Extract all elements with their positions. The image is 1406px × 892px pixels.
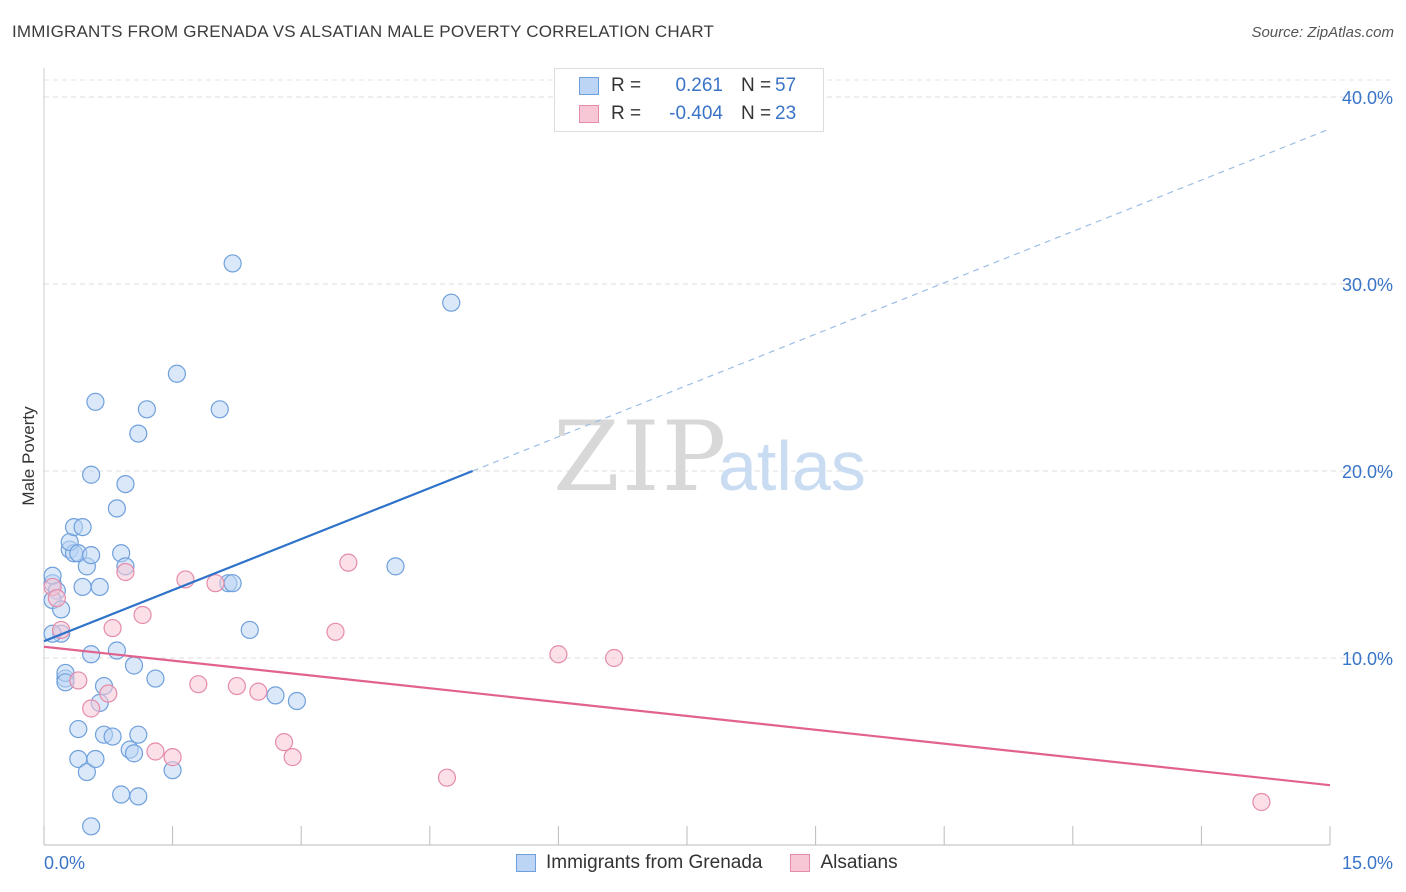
chart-source: Source: ZipAtlas.com [1251,24,1394,41]
n-label: N = [741,75,772,96]
y-tick-label: 10.0% [1342,649,1393,669]
point-alsatians [1252,792,1271,812]
x-tick-label-max: 15.0% [1342,853,1393,873]
point-grenada [103,727,122,746]
point-alsatians [274,733,294,752]
point-alsatians [69,671,88,690]
r-value: -0.404 [669,103,723,124]
point-grenada [137,400,156,419]
stats-row-grenada: R = 0.261 N = 57 [579,73,796,99]
axis-labels: 10.0% 20.0% 30.0% 40.0% 0.0% 15.0% Male Povert… [19,88,1393,873]
point-grenada [386,557,405,576]
data-points [43,254,1271,836]
n-label: N = [741,103,772,124]
y-axis-label: Male Poverty [19,406,38,506]
legend-swatch-grenada [516,854,536,872]
point-alsatians [82,699,101,718]
y-tick-label: 30.0% [1342,275,1393,295]
point-alsatians [99,684,118,703]
legend-label-grenada: Immigrants from Grenada [546,852,763,873]
trend-line-alsatians [43,645,1331,787]
point-alsatians [549,645,568,664]
point-grenada [129,725,148,744]
gridlines [44,79,1392,659]
point-grenada [73,517,92,537]
point-grenada [86,392,105,411]
point-alsatians [249,682,268,701]
r-label: R = [611,103,642,124]
swatch-grenada [579,77,599,95]
point-grenada [112,785,131,804]
point-grenada [129,424,148,443]
point-grenada [116,474,135,494]
series-legend: Immigrants from Grenada Alsatians [516,852,926,874]
point-grenada [129,787,148,806]
trend-line-grenada [43,469,474,643]
point-grenada [266,686,285,705]
point-alsatians [283,748,302,767]
n-value: 23 [775,103,797,124]
point-grenada [82,465,101,484]
point-alsatians [605,648,624,668]
point-grenada [442,293,461,312]
y-tick-label: 20.0% [1342,462,1393,482]
point-grenada [223,574,242,593]
point-grenada [90,577,109,597]
point-alsatians [227,676,246,696]
axes [43,68,1331,846]
point-alsatians [133,605,152,625]
n-value: 57 [775,75,797,96]
point-alsatians [47,589,66,608]
point-grenada [82,817,101,836]
stats-legend: R = 0.261 N = 57 R = -0.404 N = 23 [554,68,824,132]
point-grenada [86,749,105,769]
point-grenada [240,620,259,640]
point-grenada [167,364,186,383]
point-alsatians [103,618,122,638]
point-alsatians [339,553,358,572]
point-alsatians [326,622,345,641]
point-grenada [82,645,101,664]
point-grenada [82,546,101,565]
legend-item-alsatians: Alsatians [790,852,898,874]
legend-swatch-alsatians [790,854,811,872]
point-alsatians [189,675,208,694]
x-tick-label-min: 0.0% [44,853,85,873]
point-alsatians [146,742,165,761]
point-alsatians [116,562,135,582]
point-grenada [146,669,165,688]
point-grenada [124,744,144,763]
point-grenada [107,499,126,518]
chart-title: IMMIGRANTS FROM GRENADA VS ALSATIAN MALE… [12,22,715,41]
legend-label-alsatians: Alsatians [820,852,898,873]
r-value: 0.261 [675,75,723,96]
legend-item-grenada: Immigrants from Grenada [516,852,762,874]
point-grenada [210,400,229,419]
point-grenada [124,656,144,675]
point-alsatians [163,748,182,767]
watermark-zip: ZIP [553,401,728,513]
r-label: R = [611,75,642,96]
point-grenada [73,577,92,597]
point-alsatians [437,768,457,787]
point-grenada [77,762,96,782]
y-tick-label: 40.0% [1342,88,1393,108]
trend-lines [43,128,1331,787]
stats-row-alsatians: R = -0.404 N = 23 [579,101,796,127]
point-grenada [287,691,307,711]
point-alsatians [206,574,225,593]
point-grenada [223,254,242,273]
point-grenada [107,641,126,660]
swatch-alsatians [579,105,599,123]
watermark-atlas: atlas [718,427,866,505]
point-grenada [69,719,88,739]
